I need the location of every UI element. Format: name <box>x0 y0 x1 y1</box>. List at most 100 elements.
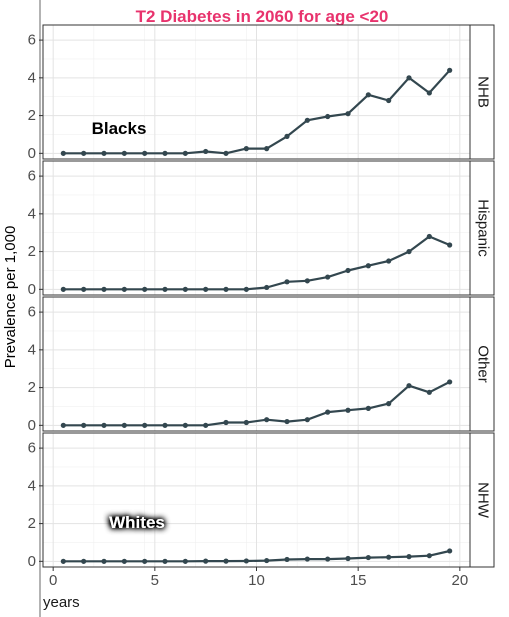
data-point <box>345 555 351 562</box>
data-point <box>325 409 331 415</box>
y-tick-label: 0 <box>28 553 36 570</box>
data-point <box>81 422 87 428</box>
data-point <box>81 558 87 564</box>
data-point <box>162 422 168 428</box>
data-point <box>386 97 392 104</box>
y-tick-label: 2 <box>28 243 36 260</box>
y-tick-label: 6 <box>28 304 36 321</box>
data-point <box>121 150 127 156</box>
data-point <box>406 554 412 560</box>
data-point <box>284 133 290 139</box>
data-point <box>365 554 371 561</box>
data-point <box>345 407 351 413</box>
x-tick-label: 5 <box>151 572 159 589</box>
data-point <box>447 242 453 248</box>
strip-box <box>469 432 495 568</box>
data-point <box>81 150 87 156</box>
data-point <box>162 286 168 292</box>
data-point <box>365 263 371 269</box>
strip-box <box>469 296 495 432</box>
data-point <box>284 556 290 563</box>
y-tick-label: 4 <box>28 205 36 222</box>
data-point <box>325 113 331 120</box>
data-point <box>365 92 371 98</box>
panel-hispanic: Hispanic 0 2 4 6 <box>28 160 495 298</box>
data-point <box>243 419 249 426</box>
data-point <box>60 558 66 564</box>
data-point <box>426 233 432 240</box>
data-point <box>284 418 290 425</box>
y-tick-label: 6 <box>28 168 36 185</box>
annotation-label: Whites <box>109 513 165 532</box>
data-point <box>223 419 229 426</box>
y-tick-label: 0 <box>28 281 36 298</box>
panel-other: Other 0 2 4 6 <box>28 296 495 434</box>
y-tick-label: 2 <box>28 107 36 124</box>
data-point <box>406 248 412 255</box>
strip-label: NHB <box>475 76 492 108</box>
data-point <box>203 148 209 155</box>
data-point <box>203 286 209 292</box>
strip-label: Other <box>475 345 492 383</box>
series-line-nhw <box>63 549 450 563</box>
x-tick-label: 10 <box>248 572 265 589</box>
data-point <box>101 558 107 564</box>
data-point <box>60 286 66 292</box>
data-point <box>182 422 188 428</box>
data-point <box>243 146 249 152</box>
series-line-hispanic <box>63 235 451 291</box>
data-point <box>386 401 392 407</box>
data-point <box>447 379 453 385</box>
strip-label: Hispanic <box>475 199 492 257</box>
data-point <box>101 422 107 428</box>
strip-label: NHW <box>475 482 492 519</box>
data-point <box>304 556 310 562</box>
strip-box <box>469 160 495 296</box>
data-point <box>264 417 270 423</box>
panel-nhb: NHB 0 2 4 6 Blacks <box>28 24 495 162</box>
data-point <box>365 405 371 411</box>
y-tick-label: 0 <box>28 145 36 162</box>
y-tick-label: 2 <box>28 515 36 532</box>
panel-nhw: NHW 0 2 4 6 Whites <box>28 432 495 570</box>
data-point <box>182 558 188 564</box>
x-axis-label: years <box>43 594 80 611</box>
data-point <box>345 111 351 117</box>
data-point <box>325 556 331 562</box>
x-tick-label: 15 <box>350 572 367 589</box>
data-point <box>284 279 290 285</box>
data-point <box>60 150 66 156</box>
y-tick-label: 0 <box>28 417 36 434</box>
data-point <box>162 150 168 156</box>
panels-group: NHB 0 2 4 6 Blacks Hispanic 0 2 4 6 Other 0 2 4 6 NHW 0 2 4… <box>28 24 495 570</box>
data-point <box>447 67 453 73</box>
data-point <box>203 558 209 564</box>
data-point <box>264 557 270 564</box>
data-point <box>60 422 66 428</box>
data-point <box>223 286 229 292</box>
series-line-other <box>63 380 451 427</box>
data-point <box>142 558 148 564</box>
data-point <box>223 558 229 564</box>
data-point <box>162 558 168 564</box>
data-point <box>264 284 270 291</box>
data-point <box>345 267 351 274</box>
data-point <box>121 422 127 428</box>
data-point <box>426 389 432 395</box>
y-tick-label: 6 <box>28 32 36 49</box>
data-point <box>203 422 209 428</box>
data-point <box>121 286 127 292</box>
data-point <box>304 278 310 284</box>
x-axis: 0 5 10 15 20 <box>49 567 468 589</box>
data-point <box>142 422 148 428</box>
data-point <box>243 286 249 292</box>
data-point <box>243 558 249 564</box>
data-point <box>101 150 107 156</box>
y-tick-label: 6 <box>28 440 36 457</box>
data-point <box>426 90 432 96</box>
data-point <box>304 417 310 423</box>
y-tick-label: 4 <box>28 69 36 86</box>
data-point <box>81 286 87 292</box>
data-point <box>121 558 127 564</box>
